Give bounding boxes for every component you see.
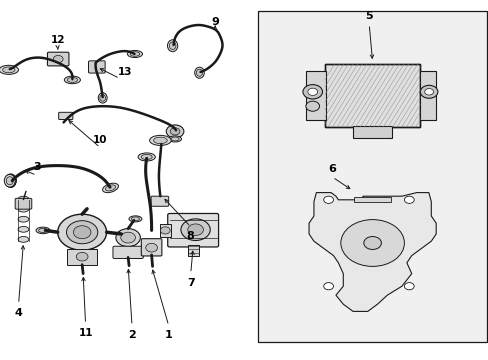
FancyBboxPatch shape xyxy=(88,61,105,73)
Text: 11: 11 xyxy=(78,328,93,338)
Text: 5: 5 xyxy=(365,11,372,21)
Ellipse shape xyxy=(130,52,140,56)
Circle shape xyxy=(116,229,140,247)
Text: 10: 10 xyxy=(93,135,107,145)
Ellipse shape xyxy=(18,196,29,202)
Circle shape xyxy=(187,224,203,235)
Ellipse shape xyxy=(340,220,404,266)
Ellipse shape xyxy=(131,217,139,221)
Ellipse shape xyxy=(18,216,29,222)
Text: 7: 7 xyxy=(186,278,194,288)
Ellipse shape xyxy=(18,237,29,242)
Ellipse shape xyxy=(171,137,179,141)
Ellipse shape xyxy=(153,137,167,144)
Circle shape xyxy=(181,219,210,240)
Circle shape xyxy=(160,227,170,234)
Text: 13: 13 xyxy=(117,67,132,77)
Ellipse shape xyxy=(167,40,177,52)
Ellipse shape xyxy=(100,95,105,101)
Ellipse shape xyxy=(39,228,47,233)
Ellipse shape xyxy=(64,76,80,84)
Circle shape xyxy=(166,125,183,138)
Bar xyxy=(67,249,97,265)
FancyBboxPatch shape xyxy=(141,239,162,256)
Bar xyxy=(353,197,390,202)
Text: 12: 12 xyxy=(50,35,65,45)
Text: 4: 4 xyxy=(15,308,22,318)
Ellipse shape xyxy=(67,77,77,82)
Bar xyxy=(352,126,391,138)
Circle shape xyxy=(363,237,381,249)
Circle shape xyxy=(76,252,88,261)
Ellipse shape xyxy=(138,153,155,161)
Circle shape xyxy=(66,221,98,244)
Ellipse shape xyxy=(36,227,50,234)
Ellipse shape xyxy=(18,206,29,212)
Ellipse shape xyxy=(119,232,128,236)
Circle shape xyxy=(170,128,180,135)
Circle shape xyxy=(323,283,333,290)
Ellipse shape xyxy=(194,67,204,78)
FancyBboxPatch shape xyxy=(47,52,69,66)
Circle shape xyxy=(73,226,91,239)
Bar xyxy=(160,224,170,237)
Ellipse shape xyxy=(102,183,118,193)
Ellipse shape xyxy=(169,42,176,49)
Circle shape xyxy=(121,232,135,243)
Ellipse shape xyxy=(2,67,15,73)
Circle shape xyxy=(404,196,413,203)
Bar xyxy=(305,71,325,120)
Ellipse shape xyxy=(117,231,130,237)
Circle shape xyxy=(307,88,317,95)
Circle shape xyxy=(53,55,63,63)
Ellipse shape xyxy=(168,136,181,142)
Bar xyxy=(324,64,419,127)
Circle shape xyxy=(303,85,322,99)
Bar xyxy=(188,245,199,256)
Ellipse shape xyxy=(149,135,171,145)
Ellipse shape xyxy=(18,226,29,232)
Text: 2: 2 xyxy=(128,330,136,340)
FancyBboxPatch shape xyxy=(113,246,143,258)
Circle shape xyxy=(58,214,106,250)
FancyBboxPatch shape xyxy=(151,196,168,206)
Ellipse shape xyxy=(105,185,115,191)
Circle shape xyxy=(305,101,319,111)
Ellipse shape xyxy=(0,65,19,75)
Text: 1: 1 xyxy=(164,330,172,340)
Circle shape xyxy=(145,243,157,252)
Text: 6: 6 xyxy=(328,164,336,174)
Circle shape xyxy=(323,196,333,203)
FancyBboxPatch shape xyxy=(167,213,218,247)
Ellipse shape xyxy=(98,93,107,103)
Bar xyxy=(419,71,435,120)
Ellipse shape xyxy=(127,50,142,58)
FancyBboxPatch shape xyxy=(59,112,73,120)
Circle shape xyxy=(404,283,413,290)
Text: 3: 3 xyxy=(33,162,41,172)
Ellipse shape xyxy=(4,174,15,187)
Ellipse shape xyxy=(141,154,152,159)
Polygon shape xyxy=(308,193,435,311)
Ellipse shape xyxy=(129,216,142,222)
Circle shape xyxy=(424,89,433,95)
Ellipse shape xyxy=(196,69,202,76)
Circle shape xyxy=(419,85,437,98)
Ellipse shape xyxy=(6,177,13,185)
Text: 9: 9 xyxy=(211,17,219,27)
Bar xyxy=(324,64,419,127)
Text: 8: 8 xyxy=(186,231,194,241)
Bar xyxy=(258,11,486,342)
FancyBboxPatch shape xyxy=(15,198,32,209)
